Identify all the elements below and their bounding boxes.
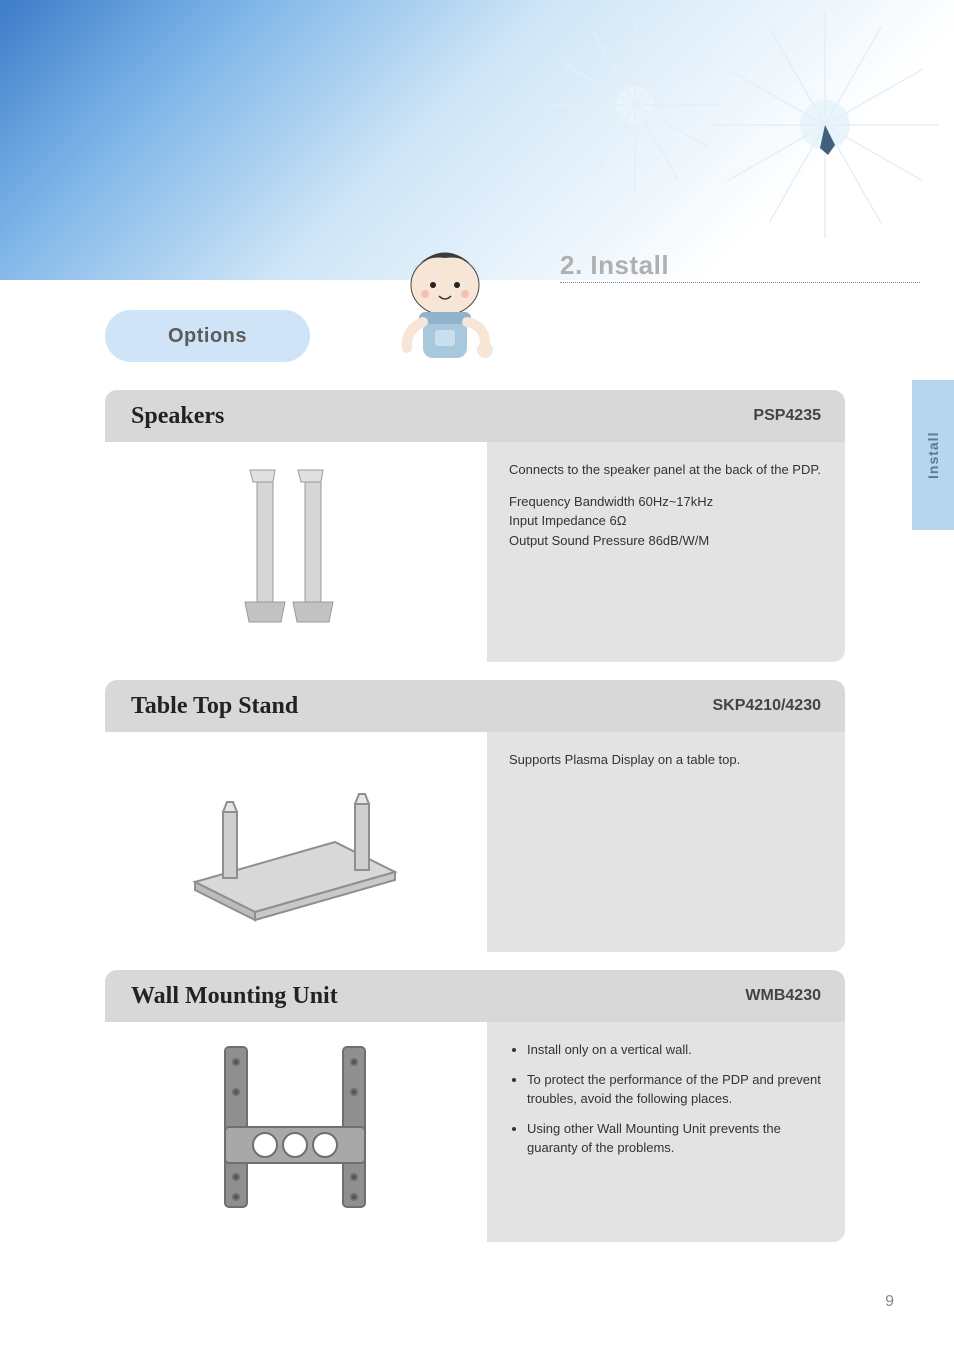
card-header: Wall Mounting Unit WMB4230 <box>105 970 845 1022</box>
page-number: 9 <box>885 1293 894 1311</box>
chapter-divider <box>560 282 920 283</box>
option-card-speakers: Speakers PSP4235 Connects to the spea <box>105 390 845 662</box>
spec-line: Input Impedance 6Ω <box>509 511 823 531</box>
card-model: PSP4235 <box>753 407 821 425</box>
card-title: Speakers <box>131 403 224 430</box>
card-header: Table Top Stand SKP4210/4230 <box>105 680 845 732</box>
option-card-wall: Wall Mounting Unit WMB4230 <box>105 970 845 1242</box>
spec-line: Frequency Bandwidth 60Hz~17kHz <box>509 492 823 512</box>
spec-bullet: To protect the performance of the PDP an… <box>527 1070 823 1109</box>
spec-bullet: Install only on a vertical wall. <box>527 1040 823 1060</box>
spec-line: Output Sound Pressure 86dB/W/M <box>509 531 823 551</box>
option-card-stand: Table Top Stand SKP4210/4230 <box>105 680 845 952</box>
spec-line: Supports Plasma Display on a table top. <box>509 750 823 770</box>
mascot-illustration <box>375 230 515 380</box>
section-badge: Options <box>105 310 310 362</box>
dandelion-illustration <box>700 0 950 250</box>
card-title: Wall Mounting Unit <box>131 983 338 1010</box>
spec-bullet: Using other Wall Mounting Unit prevents … <box>527 1119 823 1158</box>
card-description: Supports Plasma Display on a table top. <box>485 732 845 952</box>
side-tab-install: Install <box>912 380 954 530</box>
card-model: SKP4210/4230 <box>712 697 821 715</box>
card-title: Table Top Stand <box>131 693 298 720</box>
card-model: WMB4230 <box>745 987 821 1005</box>
options-list: Speakers PSP4235 Connects to the spea <box>105 390 845 1260</box>
spec-line: Connects to the speaker panel at the bac… <box>509 460 823 480</box>
card-description: Install only on a vertical wall. To prot… <box>485 1022 845 1242</box>
card-description: Connects to the speaker panel at the bac… <box>485 442 845 662</box>
card-illustration <box>105 1022 485 1242</box>
chapter-title: 2. Install <box>560 250 669 281</box>
card-illustration <box>105 442 485 662</box>
card-header: Speakers PSP4235 <box>105 390 845 442</box>
card-illustration <box>105 732 485 952</box>
